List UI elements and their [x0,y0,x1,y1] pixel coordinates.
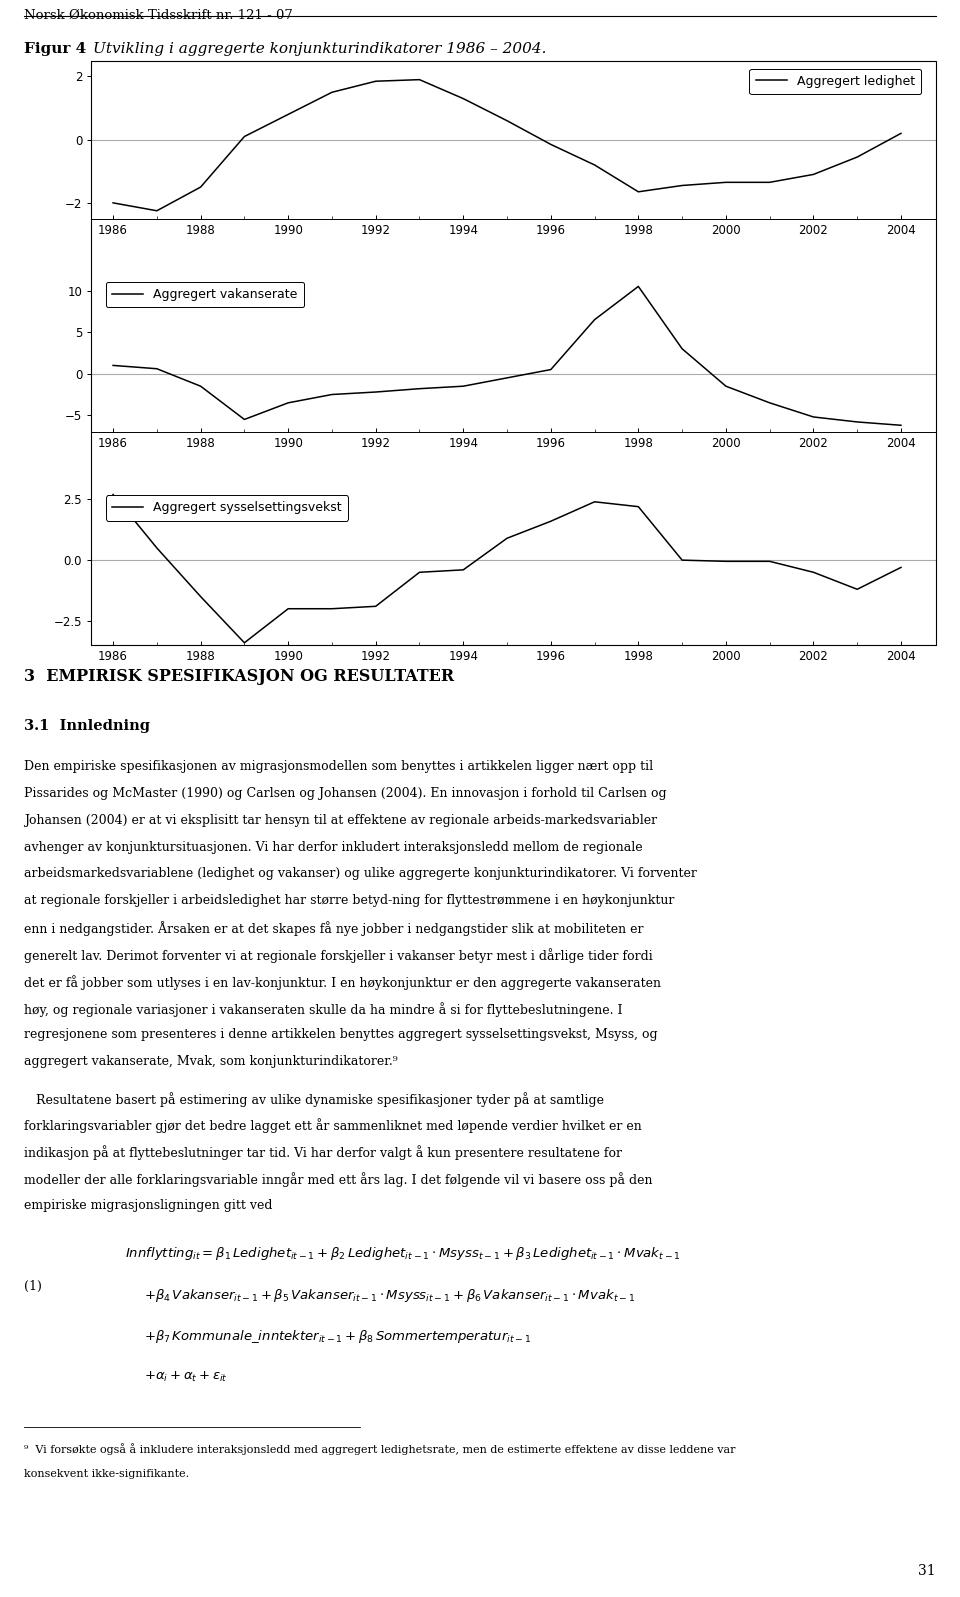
Text: arbeidsmarkedsvariablene (ledighet og vakanser) og ulike aggregerte konjunkturin: arbeidsmarkedsvariablene (ledighet og va… [24,867,697,880]
Text: 3  EMPIRISK SPESIFIKASJON OG RESULTATER: 3 EMPIRISK SPESIFIKASJON OG RESULTATER [24,668,454,685]
Text: konsekvent ikke-signifikante.: konsekvent ikke-signifikante. [24,1469,189,1479]
Text: avhenger av konjunktursituasjonen. Vi har derfor inkludert interaksjonsledd mell: avhenger av konjunktursituasjonen. Vi ha… [24,840,642,854]
Text: ⁹  Vi forsøkte også å inkludere interaksjonsledd med aggregert ledighetsrate, me: ⁹ Vi forsøkte også å inkludere interaksj… [24,1444,735,1455]
Text: aggregert vakanserate, Mvak, som konjunkturindikatorer.⁹: aggregert vakanserate, Mvak, som konjunk… [24,1056,397,1068]
Legend: Aggregert vakanserate: Aggregert vakanserate [106,281,304,307]
Text: generelt lav. Derimot forventer vi at regionale forskjeller i vakanser betyr mes: generelt lav. Derimot forventer vi at re… [24,949,653,963]
Text: Pissarides og McMaster (1990) og Carlsen og Johansen (2004). En innovasjon i for: Pissarides og McMaster (1990) og Carlsen… [24,787,666,800]
Text: Den empiriske spesifikasjonen av migrasjonsmodellen som benyttes i artikkelen li: Den empiriske spesifikasjonen av migrasj… [24,760,653,773]
Legend: Aggregert ledighet: Aggregert ledighet [750,69,922,94]
Text: indikasjon på at flyttebeslutninger tar tid. Vi har derfor valgt å kun presenter: indikasjon på at flyttebeslutninger tar … [24,1145,622,1161]
Text: Utvikling i aggregerte konjunkturindikatorer 1986 – 2004.: Utvikling i aggregerte konjunkturindikat… [93,42,546,56]
Text: regresjonene som presenteres i denne artikkelen benyttes aggregert sysselsetting: regresjonene som presenteres i denne art… [24,1028,658,1041]
Text: (1): (1) [24,1281,42,1294]
Text: Resultatene basert på estimering av ulike dynamiske spesifikasjoner tyder på at : Resultatene basert på estimering av ulik… [24,1092,604,1107]
Text: Figur 4: Figur 4 [24,42,97,56]
Text: forklaringsvariabler gjør det bedre lagget ett år sammenliknet med løpende verdi: forklaringsvariabler gjør det bedre lagg… [24,1118,641,1134]
Text: $+ \beta_7\,\mathit{Kommunale\_inntekter}_{it-1} + \beta_8\,\mathit{Sommertemper: $+ \beta_7\,\mathit{Kommunale\_inntekter… [144,1329,531,1345]
Text: $+ \beta_4\,\mathit{Vakanser}_{it-1} + \beta_5\,\mathit{Vakanser}_{it-1}\cdot \m: $+ \beta_4\,\mathit{Vakanser}_{it-1} + \… [144,1287,636,1303]
Text: Johansen (2004) er at vi eksplisitt tar hensyn til at effektene av regionale arb: Johansen (2004) er at vi eksplisitt tar … [24,814,658,827]
Text: at regionale forskjeller i arbeidsledighet har større betyd-ning for flyttestrøm: at regionale forskjeller i arbeidsledigh… [24,894,674,907]
Text: 3.1  Innledning: 3.1 Innledning [24,719,150,733]
Text: høy, og regionale variasjoner i vakanseraten skulle da ha mindre å si for flytte: høy, og regionale variasjoner i vakanser… [24,1001,622,1017]
Text: det er få jobber som utlyses i en lav-konjunktur. I en høykonjunktur er den aggr: det er få jobber som utlyses i en lav-ko… [24,974,661,990]
Text: Norsk Økonomisk Tidsskrift nr. 121 - 07: Norsk Økonomisk Tidsskrift nr. 121 - 07 [24,10,293,22]
Text: $+ \alpha_i + \alpha_t + \varepsilon_{it}$: $+ \alpha_i + \alpha_t + \varepsilon_{it… [144,1370,228,1383]
Text: 31: 31 [919,1563,936,1578]
Text: modeller der alle forklaringsvariable inngår med ett års lag. I det følgende vil: modeller der alle forklaringsvariable in… [24,1172,653,1187]
Legend: Aggregert sysselsettingsvekst: Aggregert sysselsettingsvekst [106,495,348,521]
Text: empiriske migrasjonsligningen gitt ved: empiriske migrasjonsligningen gitt ved [24,1199,273,1212]
Text: $\mathit{Innflytting}_{it} = \beta_1\,\mathit{Ledighet}_{it-1} + \beta_2\,\mathi: $\mathit{Innflytting}_{it} = \beta_1\,\m… [125,1246,681,1262]
Text: enn i nedgangstider. Årsaken er at det skapes få nye jobber i nedgangstider slik: enn i nedgangstider. Årsaken er at det s… [24,921,643,936]
